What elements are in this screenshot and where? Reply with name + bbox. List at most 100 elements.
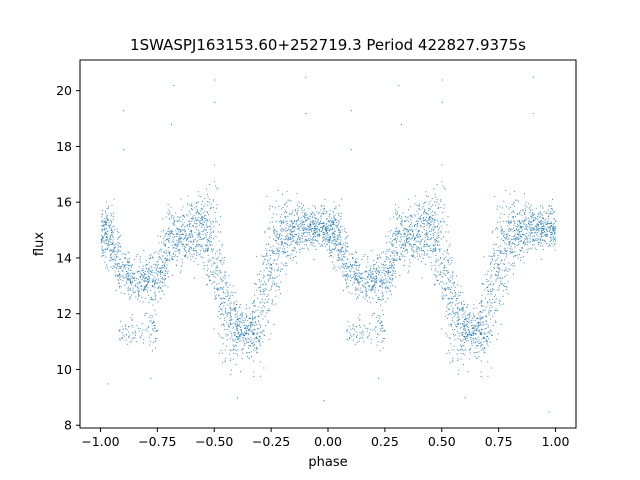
data-point [168, 214, 170, 216]
data-point [270, 273, 272, 275]
data-point [551, 225, 553, 226]
data-point [518, 231, 520, 233]
data-point [515, 225, 517, 227]
data-point [400, 247, 402, 249]
data-point [101, 240, 103, 242]
data-point [376, 277, 378, 279]
data-point [510, 250, 512, 252]
data-point [275, 253, 277, 255]
data-point [463, 342, 465, 343]
data-point [319, 234, 321, 236]
data-point [275, 263, 277, 265]
data-point [436, 238, 438, 239]
data-point [421, 260, 422, 262]
data-point [331, 221, 333, 223]
data-point [289, 233, 291, 235]
data-point [522, 226, 524, 228]
data-point [287, 215, 289, 217]
data-point [154, 331, 156, 333]
data-point [376, 321, 378, 323]
data-point [260, 312, 262, 314]
data-point [441, 281, 443, 283]
data-point [347, 250, 349, 252]
data-point [159, 280, 161, 282]
data-point [321, 230, 323, 232]
data-point [164, 275, 166, 276]
data-point [352, 325, 354, 327]
data-point [473, 340, 475, 342]
data-point [454, 295, 456, 297]
data-point [293, 250, 295, 252]
data-point [131, 294, 133, 296]
data-point [397, 213, 398, 215]
data-point [256, 351, 258, 353]
data-point [467, 371, 469, 373]
data-point [131, 340, 133, 342]
data-point [120, 267, 121, 269]
data-point [413, 239, 415, 241]
data-point [247, 320, 249, 322]
data-point [487, 336, 489, 338]
data-point [553, 235, 554, 237]
data-point [414, 257, 416, 259]
data-point [392, 245, 394, 247]
data-point [474, 332, 476, 334]
data-point [473, 330, 475, 332]
data-point [519, 259, 521, 261]
data-point [209, 225, 211, 227]
data-point [382, 338, 384, 339]
data-point [148, 275, 150, 277]
data-point [307, 219, 308, 221]
data-point [309, 218, 311, 220]
data-point [319, 231, 321, 233]
data-point [229, 298, 231, 300]
data-point [226, 315, 228, 317]
data-point [283, 264, 285, 266]
data-point [308, 249, 310, 251]
data-point [424, 240, 426, 242]
data-point [158, 250, 160, 252]
data-point [391, 263, 393, 265]
data-point [323, 234, 325, 235]
data-point [372, 271, 374, 272]
data-point [222, 362, 224, 364]
data-point [503, 213, 505, 215]
data-point [156, 330, 158, 332]
data-point [301, 212, 303, 214]
data-point [357, 282, 359, 284]
data-point [529, 227, 531, 229]
data-point [377, 270, 379, 272]
data-point [359, 331, 361, 333]
data-point [498, 271, 500, 273]
data-point [154, 293, 156, 295]
data-point [386, 250, 388, 252]
data-point [287, 239, 289, 241]
data-point [147, 270, 149, 272]
data-point [467, 314, 469, 316]
data-point [261, 332, 263, 334]
data-point [511, 216, 513, 218]
data-point [473, 327, 475, 329]
data-point [158, 285, 160, 287]
data-point [253, 341, 254, 343]
data-point [462, 310, 464, 312]
data-point [245, 334, 247, 336]
data-point [230, 313, 231, 315]
data-point [279, 247, 281, 249]
data-point [379, 270, 381, 272]
data-point [110, 266, 112, 268]
data-point [193, 214, 195, 216]
data-point [396, 240, 398, 242]
data-point [533, 214, 535, 216]
data-point [416, 250, 418, 252]
data-point [112, 235, 113, 237]
data-point [365, 288, 367, 290]
data-point [501, 228, 503, 230]
data-point [322, 228, 324, 230]
data-point [119, 273, 120, 275]
data-point [236, 324, 238, 326]
data-point [477, 330, 479, 332]
data-point [290, 241, 292, 243]
data-point [370, 289, 372, 291]
data-point [443, 297, 445, 299]
